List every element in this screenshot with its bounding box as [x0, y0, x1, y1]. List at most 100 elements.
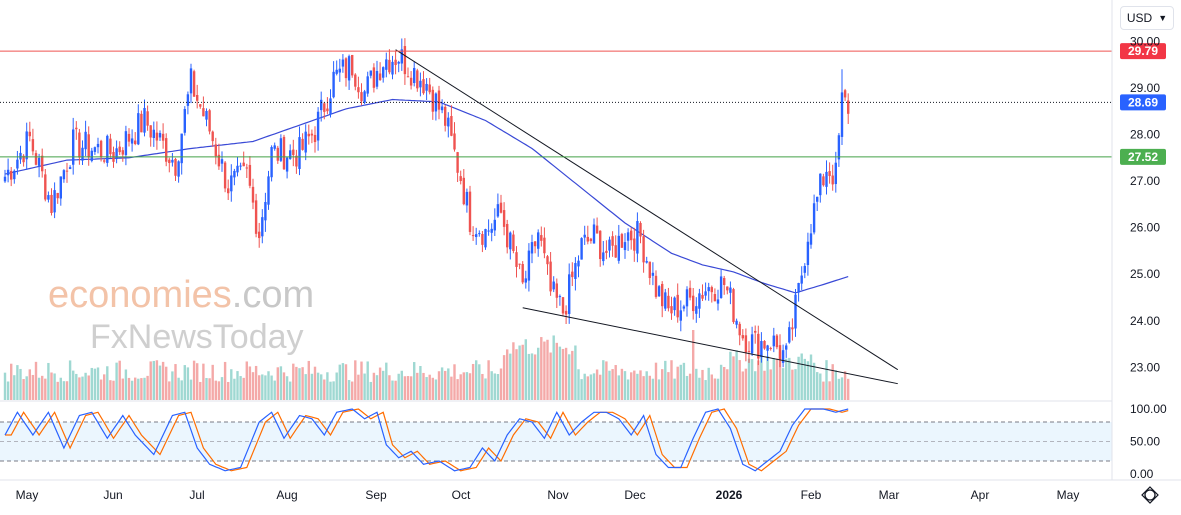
- candle-body[interactable]: [664, 292, 667, 309]
- candle-body[interactable]: [642, 236, 645, 263]
- candle-body[interactable]: [564, 310, 568, 315]
- candle-body[interactable]: [84, 131, 87, 150]
- candle-body[interactable]: [726, 286, 729, 291]
- candle-body[interactable]: [626, 232, 630, 241]
- candle-body[interactable]: [785, 345, 788, 350]
- candle-body[interactable]: [490, 228, 493, 233]
- candle-body[interactable]: [292, 149, 295, 156]
- candle-body[interactable]: [230, 175, 233, 192]
- candle-body[interactable]: [338, 68, 341, 73]
- candle-body[interactable]: [233, 170, 236, 178]
- candle-body[interactable]: [825, 171, 828, 187]
- candle-body[interactable]: [403, 46, 407, 75]
- candle-body[interactable]: [99, 140, 103, 158]
- candle-body[interactable]: [372, 67, 376, 88]
- candle-body[interactable]: [630, 230, 633, 241]
- candle-body[interactable]: [840, 92, 844, 137]
- candle-body[interactable]: [620, 234, 624, 248]
- currency-select[interactable]: USD ▼: [1120, 6, 1174, 30]
- candle-body[interactable]: [180, 133, 183, 164]
- candle-body[interactable]: [391, 61, 394, 75]
- price-lines[interactable]: [0, 50, 1112, 158]
- candle-body[interactable]: [837, 135, 841, 160]
- candle-body[interactable]: [580, 238, 583, 260]
- candle-body[interactable]: [704, 291, 707, 296]
- candle-body[interactable]: [72, 129, 75, 165]
- candle-body[interactable]: [382, 67, 385, 78]
- candle-body[interactable]: [177, 161, 180, 177]
- candle-body[interactable]: [171, 159, 174, 163]
- candle-body[interactable]: [205, 111, 208, 120]
- candle-body[interactable]: [258, 231, 261, 239]
- candle-body[interactable]: [568, 274, 571, 314]
- candle-body[interactable]: [357, 87, 360, 93]
- candle-body[interactable]: [310, 133, 314, 136]
- candle-body[interactable]: [332, 71, 335, 98]
- candle-body[interactable]: [484, 229, 487, 248]
- candle-body[interactable]: [90, 150, 93, 161]
- candle-body[interactable]: [360, 92, 363, 102]
- candle-body[interactable]: [397, 61, 400, 64]
- candle-body[interactable]: [763, 340, 766, 349]
- candle-body[interactable]: [685, 289, 689, 307]
- candle-body[interactable]: [741, 335, 744, 339]
- candle-body[interactable]: [220, 159, 224, 164]
- candle-body[interactable]: [682, 306, 686, 309]
- candle-body[interactable]: [189, 68, 193, 94]
- candle-body[interactable]: [19, 152, 22, 160]
- candle-body[interactable]: [335, 69, 338, 74]
- candle-body[interactable]: [25, 131, 28, 160]
- candle-body[interactable]: [273, 145, 276, 149]
- candle-body[interactable]: [692, 295, 695, 312]
- candle-body[interactable]: [611, 236, 614, 246]
- candle-body[interactable]: [143, 107, 146, 133]
- candle-body[interactable]: [81, 147, 84, 161]
- candle-body[interactable]: [28, 131, 31, 137]
- candle-body[interactable]: [264, 201, 267, 221]
- candle-body[interactable]: [589, 238, 593, 242]
- candle-body[interactable]: [34, 153, 38, 165]
- candle-body[interactable]: [56, 192, 59, 199]
- candle-body[interactable]: [431, 89, 434, 112]
- candle-body[interactable]: [521, 264, 524, 283]
- candle-body[interactable]: [385, 59, 388, 70]
- candle-body[interactable]: [465, 191, 469, 206]
- candle-body[interactable]: [78, 132, 81, 158]
- candle-body[interactable]: [329, 98, 332, 115]
- candle-body[interactable]: [831, 175, 834, 185]
- candle-body[interactable]: [750, 334, 754, 354]
- candle-body[interactable]: [502, 210, 506, 227]
- candle-body[interactable]: [378, 73, 382, 80]
- candle-body[interactable]: [456, 152, 459, 173]
- candle-body[interactable]: [75, 127, 78, 130]
- candle-body[interactable]: [68, 167, 72, 170]
- candle-body[interactable]: [351, 54, 354, 76]
- candle-body[interactable]: [812, 203, 816, 233]
- candle-body[interactable]: [289, 150, 292, 159]
- candle-body[interactable]: [462, 177, 465, 205]
- candle-body[interactable]: [716, 299, 720, 304]
- candle-body[interactable]: [251, 186, 255, 203]
- candle-body[interactable]: [161, 133, 165, 141]
- candle-body[interactable]: [183, 109, 186, 133]
- candle-body[interactable]: [103, 160, 106, 162]
- candle-body[interactable]: [809, 233, 813, 245]
- candle-body[interactable]: [168, 159, 171, 164]
- candle-body[interactable]: [781, 350, 785, 363]
- candle-body[interactable]: [217, 154, 221, 167]
- candle-body[interactable]: [130, 138, 134, 144]
- candle-body[interactable]: [794, 294, 797, 329]
- candle-body[interactable]: [146, 111, 149, 126]
- candle-body[interactable]: [279, 138, 283, 161]
- candle-body[interactable]: [261, 217, 264, 237]
- candle-body[interactable]: [478, 233, 481, 235]
- candle-body[interactable]: [695, 306, 698, 314]
- candle-body[interactable]: [800, 275, 803, 284]
- candle-body[interactable]: [155, 132, 159, 141]
- candle-body[interactable]: [65, 170, 69, 172]
- candle-body[interactable]: [152, 129, 155, 138]
- candle-body[interactable]: [6, 169, 10, 176]
- candle-body[interactable]: [307, 133, 310, 137]
- candle-body[interactable]: [670, 306, 673, 314]
- candle-body[interactable]: [623, 242, 627, 251]
